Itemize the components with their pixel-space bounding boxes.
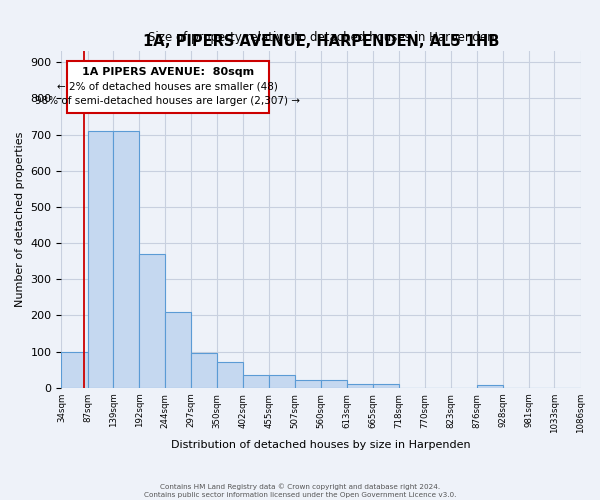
X-axis label: Distribution of detached houses by size in Harpenden: Distribution of detached houses by size …	[171, 440, 471, 450]
FancyBboxPatch shape	[67, 60, 269, 113]
Bar	[243, 375, 269, 388]
Bar	[477, 385, 503, 388]
Text: 1A PIPERS AVENUE:  80sqm: 1A PIPERS AVENUE: 80sqm	[82, 67, 254, 77]
Bar	[191, 354, 217, 388]
Text: Size of property relative to detached houses in Harpenden: Size of property relative to detached ho…	[148, 31, 494, 44]
Bar	[321, 380, 347, 388]
Bar	[373, 384, 399, 388]
Bar	[139, 254, 165, 388]
Bar	[217, 362, 243, 388]
Bar	[113, 131, 139, 388]
Y-axis label: Number of detached properties: Number of detached properties	[15, 132, 25, 308]
Bar	[88, 131, 113, 388]
Text: ← 2% of detached houses are smaller (48): ← 2% of detached houses are smaller (48)	[58, 82, 278, 92]
Bar	[61, 352, 88, 388]
Text: 98% of semi-detached houses are larger (2,307) →: 98% of semi-detached houses are larger (…	[35, 96, 301, 106]
Bar	[165, 312, 191, 388]
Title: 1A, PIPERS AVENUE, HARPENDEN, AL5 1HB: 1A, PIPERS AVENUE, HARPENDEN, AL5 1HB	[143, 34, 499, 49]
Bar	[269, 375, 295, 388]
Text: Contains HM Land Registry data © Crown copyright and database right 2024.
Contai: Contains HM Land Registry data © Crown c…	[144, 484, 456, 498]
Bar	[295, 380, 321, 388]
Bar	[347, 384, 373, 388]
